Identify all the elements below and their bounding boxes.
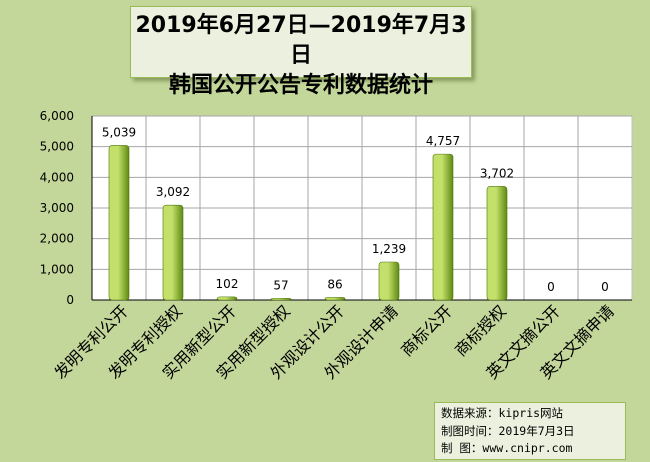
data-label: 57 bbox=[273, 278, 288, 292]
data-label: 3,702 bbox=[480, 166, 514, 180]
bar bbox=[270, 297, 292, 301]
bar bbox=[486, 186, 508, 301]
y-tick-label: 3,000 bbox=[40, 201, 74, 215]
source-note-box: 数据来源：kipris网站 制图时间：2019年7月3日 制 图：www.cni… bbox=[434, 402, 626, 460]
chart-title-line1: 2019年6月27日—2019年7月3日 bbox=[135, 13, 467, 68]
bar bbox=[324, 297, 346, 301]
data-label: 3,092 bbox=[156, 185, 190, 199]
y-tick-label: 1,000 bbox=[40, 262, 74, 276]
y-tick-label: 6,000 bbox=[40, 109, 74, 123]
data-label: 1,239 bbox=[372, 242, 406, 256]
bar bbox=[162, 204, 184, 301]
author-line: 制 图：www.cnipr.com bbox=[441, 441, 573, 455]
data-label: 4,757 bbox=[426, 134, 460, 148]
bar bbox=[378, 261, 400, 301]
y-tick-label: 5,000 bbox=[40, 140, 74, 154]
bar bbox=[108, 145, 130, 301]
chart-title-box: 2019年6月27日—2019年7月3日 韩国公开公告专利数据统计 bbox=[130, 6, 472, 98]
data-label: 0 bbox=[601, 280, 609, 294]
y-tick-label: 2,000 bbox=[40, 232, 74, 246]
data-label: 86 bbox=[327, 277, 342, 291]
bar bbox=[432, 153, 454, 301]
y-tick-label: 4,000 bbox=[40, 170, 74, 184]
data-label: 5,039 bbox=[102, 125, 136, 139]
bar bbox=[216, 296, 238, 301]
chart-date-line: 制图时间：2019年7月3日 bbox=[441, 423, 575, 438]
y-tick-label: 0 bbox=[66, 293, 74, 307]
data-label: 0 bbox=[547, 280, 555, 294]
data-label: 102 bbox=[216, 277, 239, 291]
source-line: 数据来源：kipris网站 bbox=[441, 406, 564, 420]
chart-title-line2: 韩国公开公告专利数据统计 bbox=[168, 73, 433, 98]
x-category-label: 商标公开 bbox=[397, 301, 456, 360]
